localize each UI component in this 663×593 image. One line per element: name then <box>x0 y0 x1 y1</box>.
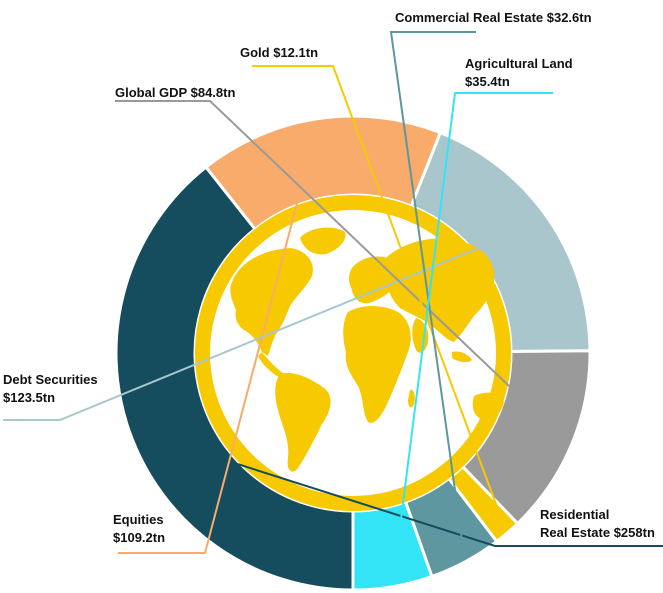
label-global-gdp: Global GDP $84.8tn <box>115 85 235 100</box>
leader-line-debt-securities <box>3 219 548 421</box>
label-equities: Equities $109.2tn <box>113 512 165 545</box>
label-debt-securities: Debt Securities $123.5tn <box>3 372 98 405</box>
leader-line-commercial-real-estate <box>389 31 476 560</box>
chart-slices <box>114 114 592 592</box>
label-agricultural-land: Agricultural Land $35.4tn <box>465 56 573 89</box>
slice-labels: Residential Real Estate $258tn Equities $10… <box>3 10 655 545</box>
label-commercial-real-estate: Commercial Real Estate $32.6tn <box>395 10 592 25</box>
leader-line-gold <box>252 65 508 532</box>
globe-icon <box>195 195 511 511</box>
label-residential-real-estate: Residential Real Estate $258tn <box>540 507 655 540</box>
leader-line-residential-real-estate <box>130 429 663 547</box>
label-leader-lines <box>3 31 663 585</box>
leader-line-global-gdp <box>115 100 571 445</box>
leader-line-equities <box>118 120 320 554</box>
leader-line-agricultural-land <box>391 92 553 585</box>
label-gold: Gold $12.1tn <box>240 45 318 60</box>
